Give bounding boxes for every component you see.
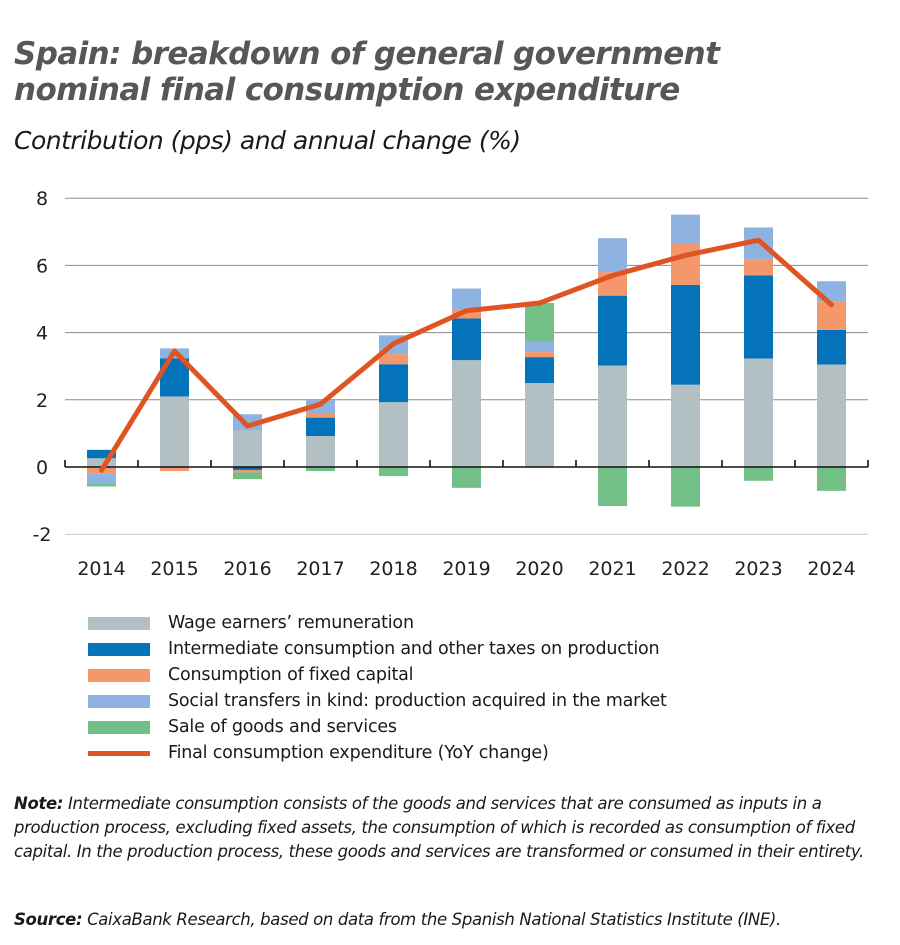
- y-tick-label: 0: [36, 457, 48, 479]
- chart-subtitle: Contribution (pps) and annual change (%): [14, 126, 521, 155]
- bar-segment: [452, 360, 481, 467]
- bar-segment: [306, 436, 335, 467]
- bar-segment: [379, 402, 408, 467]
- legend-item: Sale of goods and services: [88, 714, 667, 740]
- bar-segment: [233, 430, 262, 467]
- bar-segment: [87, 473, 116, 484]
- source: Source: CaixaBank Research, based on dat…: [14, 910, 781, 929]
- legend-label: Social transfers in kind: production acq…: [168, 691, 667, 711]
- bar-segment: [525, 383, 554, 467]
- bar-segment: [160, 396, 189, 467]
- bar-segment: [671, 214, 700, 244]
- x-tick-label: 2021: [588, 558, 636, 580]
- bar-segment: [525, 341, 554, 353]
- legend-item: Wage earners’ remuneration: [88, 610, 667, 636]
- note-text: Intermediate consumption consists of the…: [14, 794, 864, 861]
- x-tick-label: 2015: [150, 558, 198, 580]
- bar-segment: [817, 329, 846, 365]
- legend-item: Final consumption expenditure (YoY chang…: [88, 740, 667, 766]
- x-tick-label: 2016: [223, 558, 271, 580]
- bar-segment: [525, 357, 554, 383]
- bar-segment: [598, 295, 627, 366]
- bar-segment: [452, 310, 481, 319]
- legend-item: Consumption of fixed capital: [88, 662, 667, 688]
- chart-title: Spain: breakdown of general government n…: [14, 36, 720, 108]
- bar-segment: [452, 318, 481, 361]
- source-label: Source:: [14, 910, 83, 929]
- y-tick-label: 8: [36, 188, 48, 210]
- bar-segment: [817, 364, 846, 467]
- bar-segment: [744, 275, 773, 359]
- y-tick-label: 6: [36, 255, 48, 277]
- bar-segment: [233, 467, 262, 471]
- legend: Wage earners’ remuneration Intermediate c…: [88, 610, 667, 766]
- chart-plot: 8 6 4 2 0 -2 2014 2015 2016 2017 2018 2019 2020 2021 2…: [33, 188, 869, 580]
- y-tick-label: 2: [36, 390, 48, 412]
- bar-segment: [744, 259, 773, 276]
- legend-swatch: [88, 642, 150, 656]
- legend-swatch: [88, 694, 150, 708]
- bar-segment: [671, 284, 700, 385]
- bar-segment: [87, 483, 116, 487]
- x-tick-label: 2024: [807, 558, 855, 580]
- bar-segment: [744, 358, 773, 467]
- legend-item: Intermediate consumption and other taxes…: [88, 636, 667, 662]
- bar-segment: [233, 470, 262, 473]
- x-tick-label: 2018: [369, 558, 417, 580]
- bar-segment: [306, 417, 335, 437]
- legend-label: Final consumption expenditure (YoY chang…: [168, 743, 549, 763]
- bar-segment: [598, 365, 627, 467]
- x-tick-label: 2019: [442, 558, 490, 580]
- x-tick-label: 2020: [515, 558, 563, 580]
- line-series: [99, 237, 834, 473]
- x-tick-label: 2023: [734, 558, 782, 580]
- bar-segment: [671, 243, 700, 285]
- bar-segment: [87, 458, 116, 467]
- legend-label: Wage earners’ remuneration: [168, 613, 414, 633]
- bar-segment: [87, 449, 116, 459]
- y-tick-label: 4: [36, 323, 48, 345]
- legend-label: Consumption of fixed capital: [168, 665, 414, 685]
- legend-label: Sale of goods and services: [168, 717, 397, 737]
- bar-segment: [671, 467, 700, 507]
- bar-segment: [379, 364, 408, 403]
- legend-label: Intermediate consumption and other taxes…: [168, 639, 660, 659]
- bar-segment: [744, 467, 773, 481]
- bar-segment: [306, 467, 335, 472]
- bar-segment: [379, 354, 408, 365]
- bar-segment: [671, 384, 700, 467]
- bar-segment: [598, 467, 627, 506]
- x-tick-label: 2017: [296, 558, 344, 580]
- bar-segment: [452, 467, 481, 488]
- legend-swatch: [88, 616, 150, 630]
- legend-swatch: [88, 720, 150, 734]
- bar-segment: [306, 400, 335, 414]
- bar-segment: [233, 472, 262, 480]
- legend-swatch: [88, 668, 150, 682]
- source-text: CaixaBank Research, based on data from t…: [82, 910, 781, 929]
- note: Note: Intermediate consumption consists …: [14, 792, 894, 864]
- note-label: Note:: [14, 794, 64, 813]
- bar-segment: [817, 467, 846, 491]
- bar-segment: [306, 413, 335, 418]
- bar-segment: [525, 352, 554, 358]
- bar-segment: [160, 467, 189, 472]
- x-tick-label: 2022: [661, 558, 709, 580]
- legend-item: Social transfers in kind: production acq…: [88, 688, 667, 714]
- bar-segment: [598, 238, 627, 273]
- bar-segment: [379, 467, 408, 477]
- y-tick-label: -2: [33, 524, 52, 546]
- legend-swatch: [88, 750, 150, 756]
- bar-segment: [452, 288, 481, 311]
- x-tick-label: 2014: [77, 558, 125, 580]
- bar-segment: [525, 303, 554, 341]
